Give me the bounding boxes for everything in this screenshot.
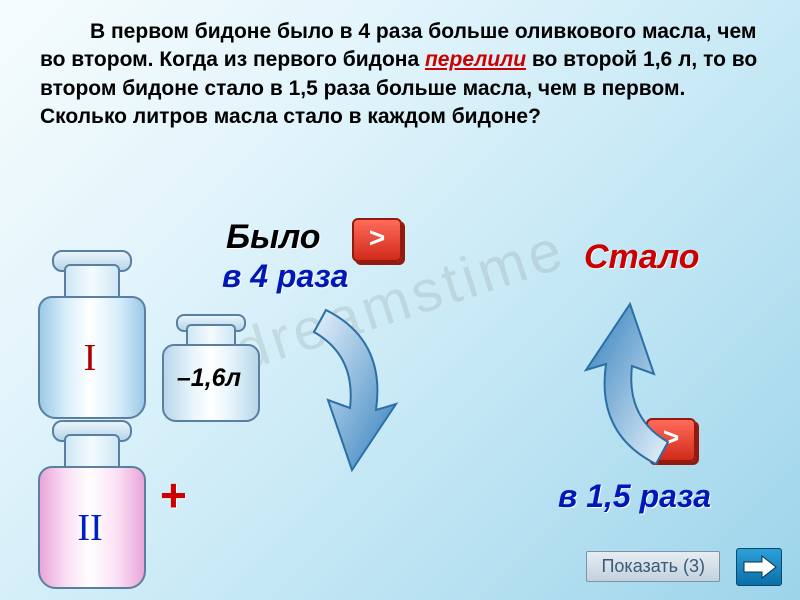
label-times4: в 4 раза (222, 258, 348, 295)
jar-one: I (30, 250, 150, 415)
problem-highlight: перелили (425, 48, 526, 71)
label-became: Стало (584, 238, 700, 277)
jar-two: II (30, 420, 150, 585)
plus-sign: + (160, 468, 187, 522)
arrow-right-icon (740, 552, 778, 582)
greater-button-1[interactable]: > (352, 218, 402, 262)
jar-small: –1,6л (156, 314, 262, 418)
next-nav-button[interactable] (736, 548, 782, 586)
show-button[interactable]: Показать (3) (586, 551, 720, 582)
problem-text: В первом бидоне было в 4 раза больше оли… (40, 18, 770, 131)
label-was: Было (226, 218, 321, 257)
curve-arrow-down (256, 300, 416, 495)
curve-arrow-up (566, 284, 726, 479)
jar-one-label: I (30, 336, 150, 380)
label-times15: в 1,5 раза (558, 478, 711, 515)
jar-small-label: –1,6л (156, 364, 262, 393)
jar-two-label: II (30, 506, 150, 550)
